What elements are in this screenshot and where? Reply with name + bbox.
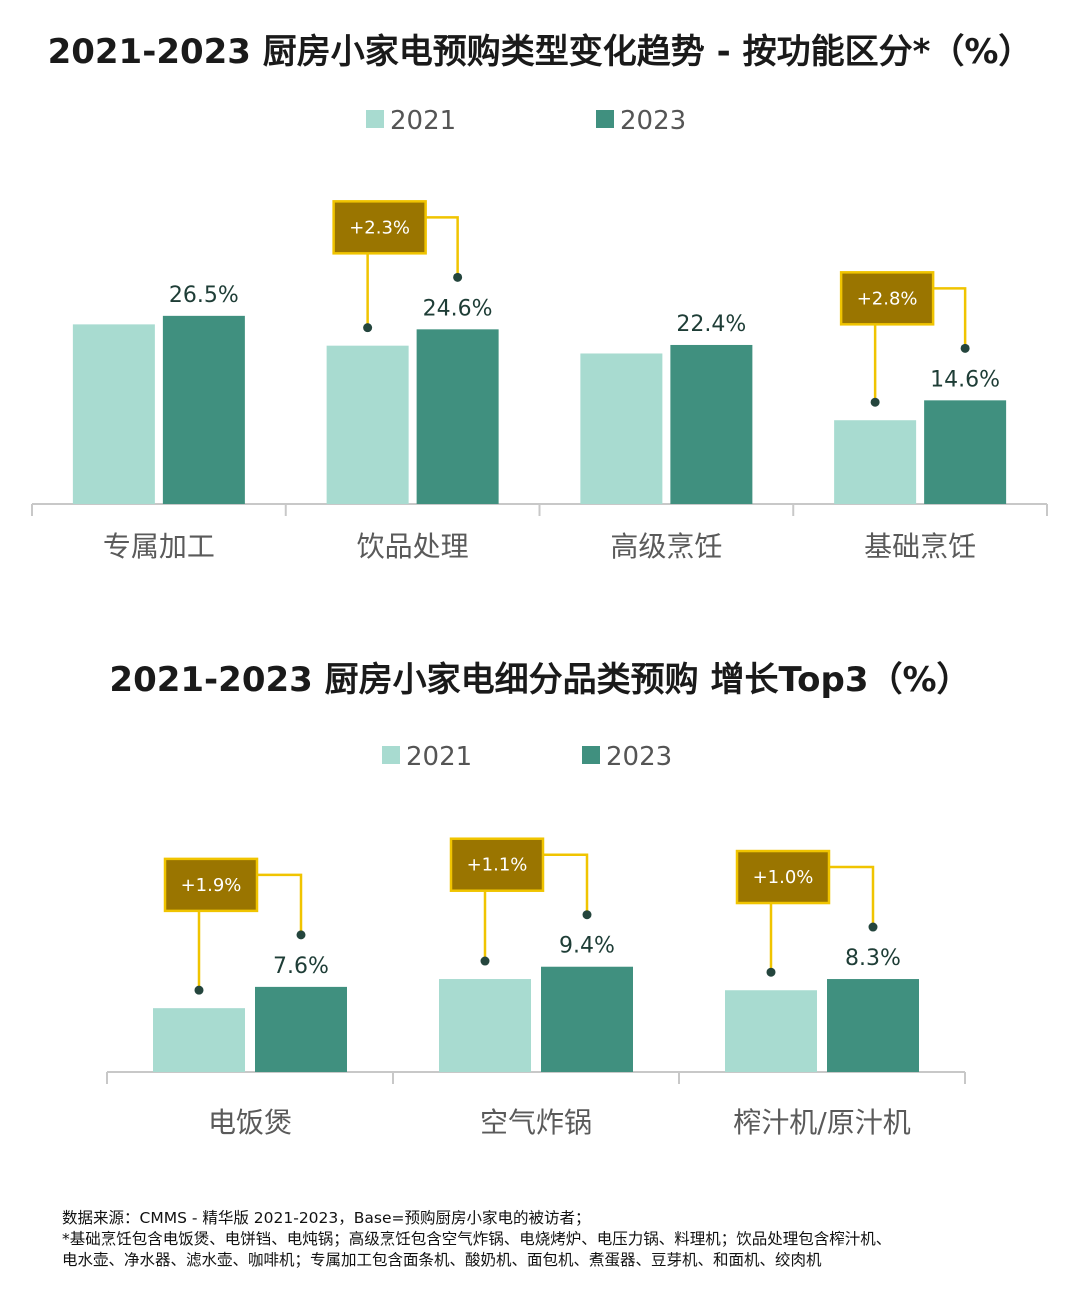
callout-dot [960, 343, 970, 353]
callout-box [839, 271, 935, 326]
bar-2023-基础烹饪 [924, 400, 1007, 504]
footnote-source: 数据来源：CMMS - 精华版 2021-2023，Base=预购厨房小家电的被… [62, 1209, 591, 1227]
bar-2021-基础烹饪 [834, 420, 917, 504]
legend-swatch-2023 [582, 746, 600, 764]
callout-label: +2.3% [349, 217, 410, 238]
callout-connector-right [829, 865, 875, 928]
callout-dot [480, 956, 490, 966]
bar-2021-榨汁机/原汁机 [725, 990, 817, 1072]
data-label-饮品处理: 24.6% [423, 296, 493, 321]
footnote: 数据来源：CMMS - 精华版 2021-2023，Base=预购厨房小家电的被… [62, 1208, 1022, 1271]
callout-connector-right [543, 853, 589, 915]
callout-dot [766, 967, 776, 977]
callout-dot [363, 323, 373, 333]
data-label-高级烹饪: 22.4% [676, 312, 746, 337]
data-label-基础烹饪: 14.6% [930, 367, 1000, 392]
bar-2021-饮品处理 [326, 345, 409, 504]
callout-label: +1.9% [181, 875, 242, 896]
callout-dot [582, 910, 592, 920]
callout-dot [870, 397, 880, 407]
footnote-definition-1: *基础烹饪包含电饭煲、电饼铛、电炖锅；高级烹饪包含空气炸锅、电烧烤炉、电压力锅、… [62, 1230, 892, 1248]
data-label-空气炸锅: 9.4% [559, 934, 615, 959]
category-label-基础烹饪: 基础烹饪 [864, 530, 976, 563]
bar-2023-榨汁机/原汁机 [827, 979, 919, 1072]
chart-1-plot: 2021 2023 26.5% 专属加工 24.6% 饮品处理 22.4% 高级烹饪 14.6%… [31, 106, 1048, 563]
chart-1-title: 2021-2023 厨房小家电预购类型变化趋势 - 按功能区分*（%） [47, 32, 1033, 72]
category-label-专属加工: 专属加工 [103, 530, 215, 563]
category-label-高级烹饪: 高级烹饪 [610, 530, 722, 563]
legend-swatch-2021 [382, 746, 400, 764]
chart-2-title: 2021-2023 厨房小家电细分品类预购 增长Top3（%） [109, 660, 971, 700]
callout-box [163, 857, 259, 913]
legend-swatch-2023 [596, 110, 614, 128]
callout-dot [296, 930, 306, 940]
category-label-榨汁机/原汁机: 榨汁机/原汁机 [733, 1106, 910, 1139]
category-label-饮品处理: 饮品处理 [357, 530, 469, 563]
bar-2023-高级烹饪 [670, 344, 753, 504]
chart-2-plot: 2021 2023 7.6% 电饭煲 9.4% 空气炸锅 8.3% 榨汁机/原汁机 +1.9% +… [106, 742, 966, 1139]
legend-label-2021: 2021 [406, 742, 472, 772]
callout-box [735, 849, 831, 905]
bar-2021-高级烹饪 [580, 353, 663, 504]
data-label-电饭煲: 7.6% [273, 954, 329, 979]
bar-2021-空气炸锅 [439, 979, 531, 1072]
bar-2023-电饭煲 [255, 986, 347, 1072]
bar-2023-专属加工 [162, 315, 245, 504]
callout-label: +1.0% [753, 867, 814, 888]
data-label-榨汁机/原汁机: 8.3% [845, 946, 901, 971]
legend-swatch-2021 [366, 110, 384, 128]
bar-2023-空气炸锅 [541, 966, 633, 1072]
callout-box [449, 837, 545, 892]
legend-label-2023: 2023 [606, 742, 672, 772]
footnote-definition-2: 电水壶、净水器、滤水壶、咖啡机；专属加工包含面条机、酸奶机、面包机、煮蛋器、豆芽… [62, 1251, 822, 1269]
bar-2021-电饭煲 [153, 1008, 245, 1072]
category-label-电饭煲: 电饭煲 [208, 1106, 292, 1139]
bar-2023-饮品处理 [416, 329, 499, 504]
callout-dot [453, 272, 463, 282]
callout-connector-right [933, 287, 967, 349]
legend-label-2023: 2023 [620, 106, 686, 136]
callout-label: +1.1% [467, 855, 528, 876]
category-label-空气炸锅: 空气炸锅 [480, 1106, 592, 1139]
callout-dot [194, 985, 204, 995]
legend-label-2021: 2021 [390, 106, 456, 136]
callout-dot [868, 922, 878, 932]
callout-connector-right [425, 216, 459, 278]
bar-2021-专属加工 [72, 324, 155, 504]
callout-connector-right [257, 873, 303, 935]
data-label-专属加工: 26.5% [169, 283, 239, 308]
callout-box [332, 200, 427, 255]
callout-label: +2.8% [857, 288, 918, 309]
